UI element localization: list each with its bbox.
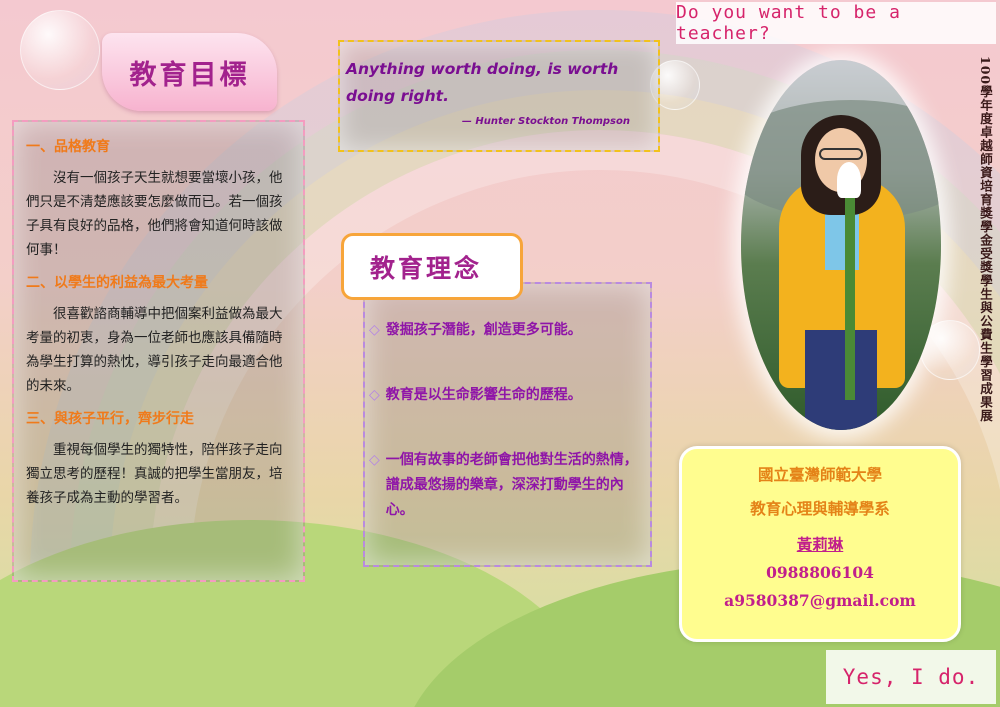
email-address: a9580387@gmail.com xyxy=(724,591,916,610)
goal-text: 沒有一個孩子天生就想要當壞小孩，他們只是不清楚應該要怎麼做而已。若一個孩子具有良… xyxy=(26,170,283,258)
contact-card: 國立臺灣師範大學 教育心理與輔導學系 黃莉琳 0988806104 a95803… xyxy=(679,446,961,642)
philosophy-item-text: 教育是以生命影響生命的歷程。 xyxy=(385,387,582,403)
philosophy-title-tab: 教育理念 xyxy=(341,233,523,300)
diamond-icon: ◇ xyxy=(369,322,380,338)
header-banner: Do you want to be a teacher? xyxy=(676,2,996,44)
goals-title: 教育目標 xyxy=(129,59,250,91)
phone-number: 0988806104 xyxy=(766,563,874,582)
goal-heading: 三、與孩子平行，齊步行走 xyxy=(26,411,194,427)
goals-panel: 一、品格教育 沒有一個孩子天生就想要當壞小孩，他們只是不清楚應該要怎麼做而已。若… xyxy=(12,120,305,582)
school-name: 國立臺灣師範大學 xyxy=(757,465,882,484)
diamond-icon: ◇ xyxy=(369,452,380,468)
quote-text: Anything worth doing, is worth doing rig… xyxy=(346,60,619,105)
philosophy-item: ◇ 一個有故事的老師會把他對生活的熱情，譜成最悠揚的樂章，深深打動學生的內心。 xyxy=(369,448,642,523)
philosophy-item-text: 發掘孩子潛能，創造更多可能。 xyxy=(385,322,582,338)
goals-title-flag: 教育目標 xyxy=(102,33,277,111)
philosophy-panel: ◇ 發掘孩子潛能，創造更多可能。 ◇ 教育是以生命影響生命的歷程。 ◇ 一個有故… xyxy=(363,282,652,567)
goal-text: 很喜歡諮商輔導中把個案利益做為最大考量的初衷，身為一位老師也應該具備隨時為學生打… xyxy=(26,306,283,394)
goal-heading: 二、以學生的利益為最大考量 xyxy=(26,275,208,291)
department-name: 教育心理與輔導學系 xyxy=(750,499,890,518)
philosophy-title: 教育理念 xyxy=(370,253,483,283)
bubble-decoration xyxy=(920,320,980,380)
bubble-decoration xyxy=(20,10,100,90)
footer-banner: Yes, I do. xyxy=(826,650,996,704)
philosophy-item: ◇ 發掘孩子潛能，創造更多可能。 xyxy=(369,318,642,343)
quote-author: — Hunter Stockton Thompson xyxy=(461,116,630,127)
quote-box: Anything worth doing, is worth doing rig… xyxy=(338,40,660,152)
philosophy-item: ◇ 教育是以生命影響生命的歷程。 xyxy=(369,383,642,408)
portrait-photo xyxy=(741,60,941,430)
philosophy-item-text: 一個有故事的老師會把他對生活的熱情，譜成最悠揚的樂章，深深打動學生的內心。 xyxy=(385,452,638,518)
footer-banner-text: Yes, I do. xyxy=(842,665,980,689)
goal-text: 重視每個學生的獨特性，陪伴孩子走向獨立思考的歷程！真誠的把學生當朋友，培養孩子成… xyxy=(26,442,283,506)
person-name: 黃莉琳 xyxy=(796,535,844,554)
goal-heading: 一、品格教育 xyxy=(26,139,110,155)
vertical-title: 100學年度卓越師資培育獎學金受獎學生與公費生學習成果展 xyxy=(978,56,993,423)
header-banner-text: Do you want to be a teacher? xyxy=(676,2,901,44)
diamond-icon: ◇ xyxy=(369,387,380,403)
